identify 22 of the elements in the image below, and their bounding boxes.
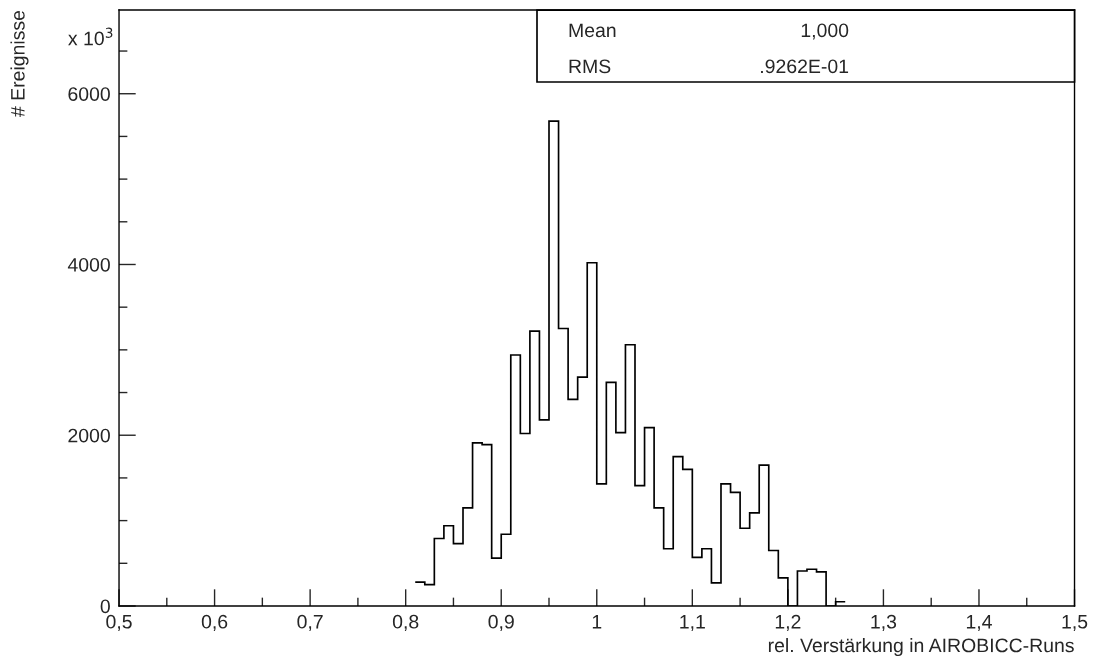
annotation: .9262E-01 — [761, 59, 849, 74]
x-tick-label: 1,3 — [871, 614, 897, 631]
x-tick-label: 1,5 — [1062, 615, 1088, 631]
x-tick-label: 0,7 — [297, 614, 323, 631]
y-axis-title: # Ereignisse — [10, 10, 29, 117]
y-tick-label: 6000 — [68, 87, 110, 101]
annotation: RMS — [569, 59, 611, 74]
y-tick-label: 2000 — [68, 428, 110, 443]
text: x 10$^{3}$ — [68, 27, 113, 46]
x-tick-label: 1,1 — [680, 615, 705, 631]
x-axis-title: rel. Verstärkung in AIROBICC-Runs — [768, 637, 1074, 657]
x-tick-label: 0,8 — [392, 614, 419, 631]
annotation: Mean — [569, 23, 616, 38]
annotation: 1,000 — [801, 23, 849, 40]
y-tick-label: 4000 — [67, 257, 110, 272]
x-tick-label: 1 — [592, 615, 602, 629]
x-tick-label: 0,5 — [106, 614, 132, 631]
x-tick-label: 0,9 — [488, 614, 514, 631]
y-tick-label: 0 — [100, 599, 110, 614]
x-tick-label: 0,6 — [201, 614, 228, 631]
x-tick-label: 1,4 — [966, 615, 992, 631]
x-tick-label: 1,2 — [775, 614, 801, 631]
